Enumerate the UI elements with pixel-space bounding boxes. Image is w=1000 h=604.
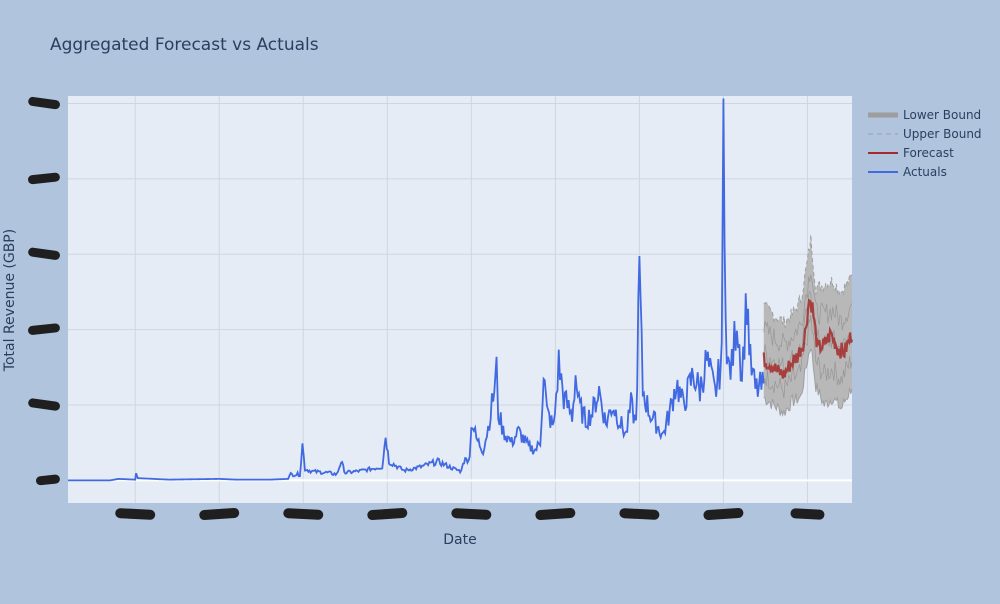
series-forecast [762, 298, 854, 379]
series-layer [68, 98, 854, 482]
series-actuals [68, 98, 765, 482]
y-tick-label-redacted [28, 398, 60, 411]
y-tick-label-redacted [28, 172, 60, 185]
legend: Lower Bound Upper Bound Forecast Actuals [868, 108, 982, 179]
chart-title: Aggregated Forecast vs Actuals [50, 35, 319, 55]
x-tick-label-redacted [535, 507, 576, 521]
bound-trace [763, 314, 853, 399]
x-tick-label-redacted [115, 508, 156, 520]
series-lower-bound [763, 348, 853, 418]
x-tick-label-redacted [283, 508, 324, 520]
legend-label: Actuals [903, 165, 947, 179]
y-tick-label-redacted [28, 96, 60, 110]
x-axis-title: Date [443, 532, 476, 548]
legend-label: Upper Bound [903, 127, 982, 141]
x-tick-label-redacted [790, 508, 825, 520]
y-tick-label-redacted [28, 323, 60, 335]
x-tick-label-redacted [367, 507, 408, 521]
y-tick-labels [28, 96, 60, 486]
series-upper-bound [763, 234, 853, 328]
plot-area [68, 96, 852, 503]
y-axis-title: Total Revenue (GBP) [2, 229, 18, 372]
legend-label: Lower Bound [903, 108, 981, 122]
legend-label: Forecast [903, 146, 954, 160]
x-tick-labels [115, 507, 825, 521]
x-tick-label-redacted [619, 508, 660, 520]
y-tick-label-redacted [35, 474, 60, 486]
x-tick-label-redacted [199, 507, 240, 521]
y-tick-label-redacted [28, 247, 60, 260]
x-tick-label-redacted [703, 507, 744, 521]
bound-trace [763, 274, 853, 352]
x-tick-label-redacted [451, 508, 492, 520]
